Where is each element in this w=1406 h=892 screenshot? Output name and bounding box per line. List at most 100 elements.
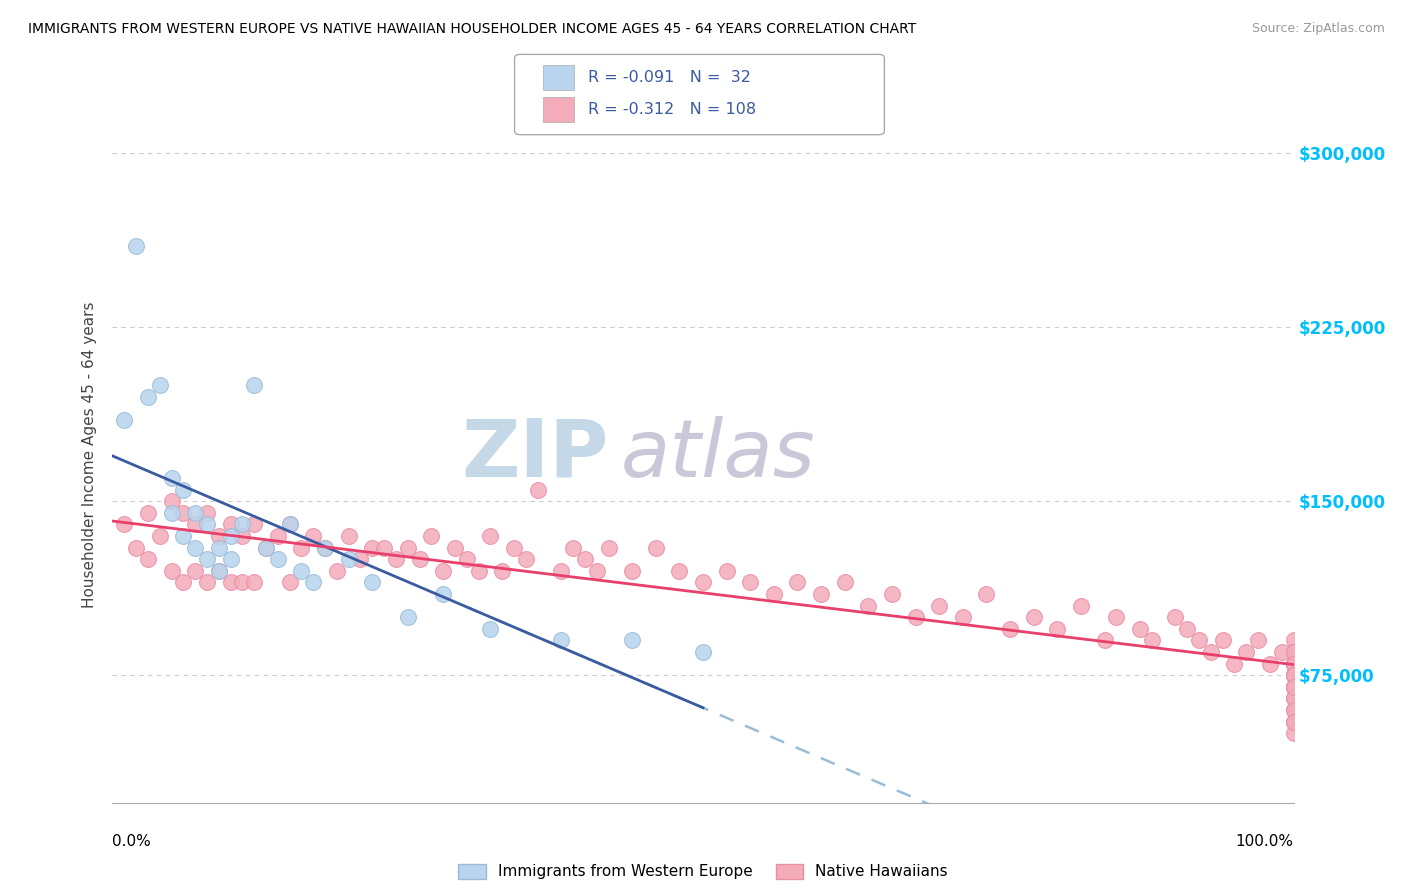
Point bbox=[762, 587, 785, 601]
Point bbox=[692, 575, 714, 590]
Point bbox=[1282, 657, 1305, 671]
Point bbox=[1022, 610, 1045, 624]
Point bbox=[184, 564, 207, 578]
Point bbox=[562, 541, 585, 555]
Point bbox=[550, 633, 572, 648]
Point bbox=[420, 529, 443, 543]
Point bbox=[302, 575, 325, 590]
Point bbox=[254, 541, 277, 555]
Point bbox=[278, 517, 301, 532]
Point bbox=[231, 517, 253, 532]
Point bbox=[598, 541, 620, 555]
Point bbox=[314, 541, 336, 555]
Point bbox=[1282, 668, 1305, 682]
Point bbox=[172, 575, 194, 590]
Point bbox=[1282, 680, 1305, 694]
Point bbox=[195, 552, 218, 566]
Point bbox=[125, 239, 148, 253]
Point bbox=[1282, 680, 1305, 694]
Point bbox=[219, 552, 242, 566]
Point bbox=[1199, 645, 1222, 659]
Point bbox=[503, 541, 526, 555]
Point bbox=[491, 564, 513, 578]
Text: IMMIGRANTS FROM WESTERN EUROPE VS NATIVE HAWAIIAN HOUSEHOLDER INCOME AGES 45 - 6: IMMIGRANTS FROM WESTERN EUROPE VS NATIVE… bbox=[28, 22, 917, 37]
Point bbox=[998, 622, 1021, 636]
Text: 0.0%: 0.0% bbox=[112, 834, 152, 849]
Point bbox=[1282, 668, 1305, 682]
Point bbox=[1175, 622, 1198, 636]
Point bbox=[858, 599, 880, 613]
Point bbox=[160, 494, 183, 508]
Point bbox=[1282, 703, 1305, 717]
Point bbox=[1282, 703, 1305, 717]
Point bbox=[526, 483, 548, 497]
Point bbox=[112, 413, 135, 427]
Point bbox=[208, 541, 231, 555]
Point bbox=[208, 564, 231, 578]
Point bbox=[385, 552, 408, 566]
Point bbox=[1282, 633, 1305, 648]
Point bbox=[290, 541, 312, 555]
Point bbox=[1140, 633, 1163, 648]
Point bbox=[302, 529, 325, 543]
Point bbox=[1282, 657, 1305, 671]
Point bbox=[786, 575, 808, 590]
Point bbox=[1234, 645, 1257, 659]
Point bbox=[195, 506, 218, 520]
Point bbox=[740, 575, 762, 590]
Point bbox=[1282, 668, 1305, 682]
Point bbox=[1129, 622, 1152, 636]
Point bbox=[314, 541, 336, 555]
Point bbox=[361, 541, 384, 555]
Point bbox=[904, 610, 927, 624]
Point bbox=[125, 541, 148, 555]
Point bbox=[574, 552, 596, 566]
Text: 100.0%: 100.0% bbox=[1236, 834, 1294, 849]
Point bbox=[408, 552, 430, 566]
Text: atlas: atlas bbox=[620, 416, 815, 494]
Point bbox=[326, 564, 349, 578]
Text: Source: ZipAtlas.com: Source: ZipAtlas.com bbox=[1251, 22, 1385, 36]
Point bbox=[337, 552, 360, 566]
Point bbox=[243, 517, 266, 532]
Point bbox=[716, 564, 738, 578]
Point bbox=[172, 529, 194, 543]
Point bbox=[254, 541, 277, 555]
Point bbox=[1282, 726, 1305, 740]
Point bbox=[1212, 633, 1234, 648]
Point bbox=[219, 517, 242, 532]
Point bbox=[515, 552, 537, 566]
Point bbox=[136, 506, 159, 520]
Point bbox=[479, 529, 502, 543]
Point bbox=[1282, 668, 1305, 682]
Point bbox=[219, 575, 242, 590]
Point bbox=[668, 564, 690, 578]
Point bbox=[550, 564, 572, 578]
Point bbox=[1247, 633, 1270, 648]
Point bbox=[184, 541, 207, 555]
Point bbox=[349, 552, 371, 566]
Point bbox=[952, 610, 974, 624]
Point bbox=[976, 587, 998, 601]
Point bbox=[172, 483, 194, 497]
Point bbox=[160, 564, 183, 578]
Point bbox=[195, 575, 218, 590]
Text: ZIP: ZIP bbox=[461, 416, 609, 494]
Point bbox=[1282, 657, 1305, 671]
Point bbox=[1282, 657, 1305, 671]
Point bbox=[149, 378, 172, 392]
Text: R = -0.312   N = 108: R = -0.312 N = 108 bbox=[588, 103, 756, 117]
Point bbox=[136, 552, 159, 566]
Point bbox=[1282, 645, 1305, 659]
Point bbox=[112, 517, 135, 532]
Point bbox=[1223, 657, 1246, 671]
Point bbox=[337, 529, 360, 543]
Point bbox=[692, 645, 714, 659]
Point bbox=[361, 575, 384, 590]
Point bbox=[136, 390, 159, 404]
Point bbox=[160, 506, 183, 520]
Point bbox=[1046, 622, 1069, 636]
Point bbox=[1282, 691, 1305, 706]
Point bbox=[267, 552, 290, 566]
Point bbox=[585, 564, 607, 578]
